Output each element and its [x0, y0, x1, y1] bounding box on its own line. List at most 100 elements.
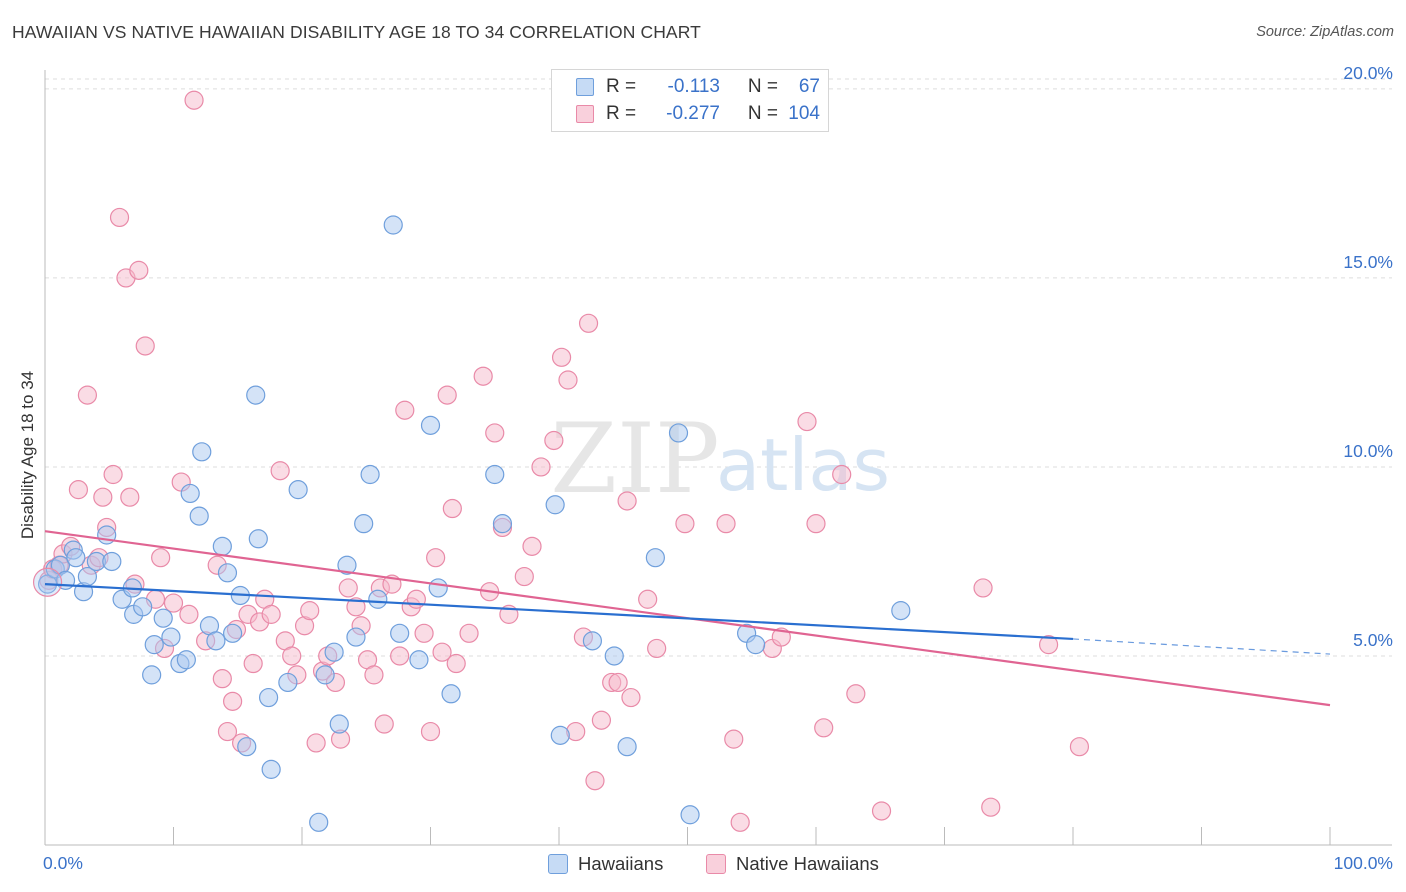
- native-hawaiian-point: [437, 385, 457, 405]
- hawaiian-point: [217, 563, 238, 583]
- native-hawaiian-point: [473, 366, 493, 386]
- hawaiian-point: [668, 423, 689, 443]
- native-hawaiian-point: [730, 812, 750, 832]
- hawaiian-point: [428, 578, 448, 598]
- native-hawaiian-point: [459, 623, 479, 643]
- hawaiian-point: [746, 635, 766, 655]
- hawaiian-point: [248, 529, 268, 549]
- native-hawaiian-point: [270, 461, 290, 481]
- hawaiian-point: [66, 548, 86, 568]
- native-hawaiian-point: [261, 604, 281, 624]
- native-hawaiian-point: [68, 480, 89, 500]
- native-hawaiian-point: [184, 90, 204, 110]
- hawaiian-point: [891, 601, 911, 621]
- hawaiian-point: [390, 623, 410, 643]
- hawaiian-point: [315, 665, 335, 685]
- hawaiian-point: [360, 464, 380, 485]
- native-hawaiian-point: [617, 491, 637, 511]
- hawaiians-points: [32, 215, 911, 832]
- native-hawaiian-point: [1069, 737, 1090, 757]
- native-hawaiian-point: [338, 578, 358, 598]
- watermark: ZIP atlas: [550, 403, 890, 515]
- native-hawaiian-point: [716, 514, 736, 534]
- hawaiian-point: [368, 589, 388, 609]
- native-hawaiian-point: [135, 336, 155, 356]
- native-hawaiian-point: [109, 207, 130, 228]
- native-hawaiian-point: [675, 514, 695, 534]
- native-hawaiian-point: [832, 464, 852, 485]
- x-tick-label-min: 0.0%: [43, 853, 83, 873]
- native-hawaiian-point: [585, 771, 605, 791]
- native-hawaiian-point: [420, 721, 441, 742]
- source-credit: Source: ZipAtlas.com: [1256, 24, 1394, 40]
- native-hawaiian-point: [120, 487, 140, 507]
- y-tick-label: 15.0%: [1343, 252, 1393, 272]
- hawaiian-point: [545, 495, 565, 515]
- native-hawaiian-point: [981, 797, 1001, 817]
- native-hawaiian-point: [223, 691, 243, 711]
- native-hawaiian-point: [406, 589, 426, 609]
- native-hawaiian-point: [243, 653, 263, 674]
- series-swatch-hawaiians: [548, 854, 568, 874]
- legend-n-label: N =: [747, 103, 778, 124]
- hawaiian-point: [161, 627, 181, 647]
- native-hawaiian-point: [578, 313, 599, 333]
- native-hawaiian-point: [544, 430, 564, 451]
- hawaiian-point: [441, 684, 461, 704]
- x-tick-labels: 0.0% 100.0%: [43, 853, 1393, 873]
- hawaiian-point: [324, 642, 344, 662]
- hawaiians-trendline-extension: [1072, 638, 1331, 655]
- trendlines: [44, 530, 1331, 707]
- native-hawaiian-point: [871, 801, 892, 821]
- hawaiians-trendline: [44, 583, 1074, 641]
- native-hawaiian-point: [282, 646, 302, 666]
- native-hawaiian-point: [432, 642, 452, 662]
- hawaiian-point: [309, 812, 329, 832]
- hawaiian-point-cluster: [32, 567, 63, 597]
- hawaiian-point: [329, 714, 349, 734]
- hawaiian-point: [337, 555, 357, 575]
- native-hawaiian-point: [414, 623, 434, 643]
- hawaiian-point: [288, 480, 308, 500]
- y-tick-labels: 5.0% 10.0% 15.0% 20.0%: [1343, 63, 1393, 650]
- y-axis-label: Disability Age 18 to 34: [18, 371, 37, 539]
- hawaiian-point: [409, 650, 429, 670]
- native-hawaiian-point: [797, 411, 817, 432]
- hawaiian-point: [346, 627, 366, 647]
- hawaiian-point: [223, 623, 243, 643]
- correlation-legend: R = -0.113 N = 67 R = -0.277 N = 104: [551, 69, 829, 132]
- series-legend-native-hawaiians: Native Hawaiians: [706, 852, 879, 876]
- native-hawaiian-point: [973, 578, 993, 598]
- native-hawaiian-point: [608, 672, 628, 693]
- native-hawaiian-point: [638, 589, 658, 609]
- hawaiian-point: [192, 442, 212, 462]
- native-hawaiian-point: [179, 604, 199, 624]
- legend-r-value-hawaiians: -0.113: [667, 76, 720, 97]
- hawaiian-point: [645, 548, 665, 568]
- native-hawaiian-point: [846, 684, 866, 704]
- native-hawaiian-point: [346, 597, 366, 617]
- hawaiian-point: [261, 759, 281, 779]
- hawaiian-point: [582, 631, 603, 651]
- native-hawaiian-point: [103, 464, 123, 485]
- native-hawaiian-point: [558, 370, 578, 390]
- hawaiian-point: [176, 650, 196, 670]
- native-hawaiian-point: [93, 487, 113, 507]
- native-hawaiian-point: [306, 733, 326, 753]
- hawaiian-point: [354, 514, 374, 534]
- native-hawaiian-point: [514, 566, 534, 587]
- native-hawaiian-point: [724, 729, 744, 749]
- hawaiian-point: [180, 483, 200, 504]
- hawaiian-point: [206, 631, 226, 651]
- native-hawaiian-point: [217, 721, 238, 742]
- hawaiian-point: [617, 737, 637, 757]
- legend-swatch-blue: [576, 78, 594, 96]
- native-hawaiian-point: [374, 714, 394, 734]
- native-hawaiian-point: [212, 669, 232, 689]
- native-hawaiian-point: [442, 498, 462, 519]
- x-tick-label-max: 100.0%: [1334, 853, 1393, 873]
- native-hawaiian-point: [426, 548, 446, 568]
- native-hawaiian-point: [77, 385, 98, 405]
- native-hawaiian-point: [163, 593, 184, 613]
